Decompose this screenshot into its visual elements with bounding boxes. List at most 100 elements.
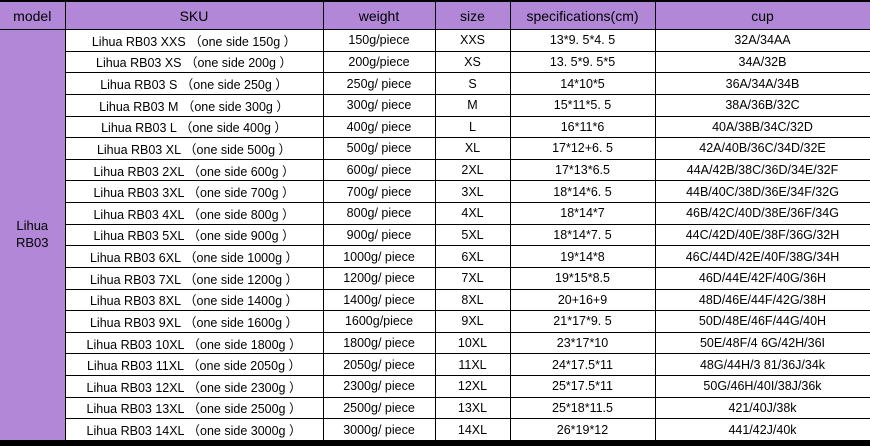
cell-size: 6XL xyxy=(434,245,511,268)
table-row: Lihua RB03 M （one side 300g ） 300g/ piece… xyxy=(0,93,870,117)
cell-sku: Lihua RB03 XXS （one side 150g ） xyxy=(64,29,324,52)
table-row: Lihua RB03 4XL （one side 800g ） 800g/ pie… xyxy=(0,202,870,225)
cell-size: 4XL xyxy=(434,202,511,225)
cell-weight: 250g/ piece xyxy=(322,72,436,95)
column-header-specifications: specifications(cm) xyxy=(509,0,656,30)
cell-spec: 25*18*11.5 xyxy=(509,396,656,420)
cell-spec: 13. 5*9. 5*5 xyxy=(509,50,656,74)
cell-cup: 34A/32B xyxy=(654,50,870,74)
cell-spec: 17*13*6.5 xyxy=(509,158,656,182)
cell-weight: 600g/ piece xyxy=(322,158,436,182)
cell-sku: Lihua RB03 XL （one side 500g ） xyxy=(64,137,324,160)
cell-sku: Lihua RB03 10XL （one side 1800g ） xyxy=(64,331,324,355)
cell-weight: 1800g/ piece xyxy=(322,331,436,355)
table-row: Lihua RB03 13XL （one side 2500g ） 2500g/ … xyxy=(0,396,870,420)
cell-cup: 44A/42B/38C/36D/34E/32F xyxy=(654,158,870,182)
cell-spec: 19*15*8.5 xyxy=(509,266,656,290)
model-name-line: Lihua xyxy=(16,218,49,234)
cell-cup: 44B/40C/38D/36E/34F/32G xyxy=(654,180,870,203)
header-row: model SKU weight size specifications(cm)… xyxy=(0,0,870,30)
cell-size: 5XL xyxy=(434,223,511,247)
table-row: Lihua RB03 XL （one side 500g ） 500g/ piec… xyxy=(0,137,870,160)
cell-cup: 50D/48E/46F/44G/40H xyxy=(654,310,870,333)
cell-spec: 19*14*8 xyxy=(509,245,656,268)
cell-weight: 2500g/ piece xyxy=(322,396,436,420)
cell-size: 11XL xyxy=(434,353,511,376)
cell-size: 3XL xyxy=(434,180,511,203)
cell-weight: 1400g/ piece xyxy=(322,288,436,312)
cell-cup: 46D/44E/42F/40G/36H xyxy=(654,266,870,290)
cell-weight: 2300g/ piece xyxy=(322,375,436,398)
cell-size: 7XL xyxy=(434,266,511,290)
column-header-weight: weight xyxy=(322,0,436,30)
cell-cup: 42A/40B/36C/34D/32E xyxy=(654,137,870,160)
cell-cup: 46C/44D/42E/40F/38G/34H xyxy=(654,245,870,268)
cell-size: XS xyxy=(434,50,511,74)
table-row: Lihua RB03 Lihua RB03 XXS （one side 150g ）… xyxy=(0,29,870,441)
column-header-size: size xyxy=(434,0,511,30)
cell-spec: 18*14*7. 5 xyxy=(509,223,656,247)
cell-weight: 150g/piece xyxy=(322,29,436,52)
cell-size: L xyxy=(434,115,511,139)
column-header-cup: cup xyxy=(654,0,870,30)
table-row: Lihua RB03 S （one side 250g ） 250g/ piece… xyxy=(0,72,870,95)
cell-spec: 18*14*6. 5 xyxy=(509,180,656,203)
cell-spec: 20+16+9 xyxy=(509,288,656,312)
table-row: Lihua RB03 11XL （one side 2050g ） 2050g/ … xyxy=(0,353,870,376)
table-row: Lihua RB03 6XL （one side 1000g ） 1000g/ p… xyxy=(0,245,870,268)
cell-sku: Lihua RB03 7XL （one side 1200g ） xyxy=(64,266,324,290)
cell-size: 12XL xyxy=(434,375,511,398)
cell-spec: 13*9. 5*4. 5 xyxy=(509,29,656,52)
cell-size: M xyxy=(434,93,511,117)
cell-sku: Lihua RB03 3XL （one side 700g ） xyxy=(64,180,324,203)
cell-spec: 16*11*6 xyxy=(509,115,656,139)
cell-weight: 300g/ piece xyxy=(322,93,436,117)
model-cell: Lihua RB03 xyxy=(0,29,66,441)
cell-cup: 46B/42C/40D/38E/36F/34G xyxy=(654,202,870,225)
table-row: Lihua RB03 8XL （one side 1400g ） 1400g/ p… xyxy=(0,288,870,312)
cell-cup: 441/42J/40k xyxy=(654,418,870,441)
cell-weight: 1000g/ piece xyxy=(322,245,436,268)
cell-spec: 18*14*7 xyxy=(509,202,656,225)
cell-cup: 40A/38B/34C/32D xyxy=(654,115,870,139)
cell-weight: 2050g/ piece xyxy=(322,353,436,376)
cell-size: 14XL xyxy=(434,418,511,441)
cell-spec: 14*10*5 xyxy=(509,72,656,95)
cell-sku: Lihua RB03 14XL （one side 3000g ） xyxy=(64,418,324,441)
table-row: Lihua RB03 7XL （one side 1200g ） 1200g/ p… xyxy=(0,266,870,290)
cell-spec: 15*11*5. 5 xyxy=(509,93,656,117)
column-header-model: model xyxy=(0,0,66,30)
cell-sku: Lihua RB03 M （one side 300g ） xyxy=(64,93,324,117)
cell-cup: 48D/46E/44F/42G/38H xyxy=(654,288,870,312)
cell-size: XL xyxy=(434,137,511,160)
cell-size: 10XL xyxy=(434,331,511,355)
cell-sku: Lihua RB03 8XL （one side 1400g ） xyxy=(64,288,324,312)
cell-weight: 200g/piece xyxy=(322,50,436,74)
cell-weight: 800g/ piece xyxy=(322,202,436,225)
cell-weight: 500g/ piece xyxy=(322,137,436,160)
cell-cup: 36A/34A/34B xyxy=(654,72,870,95)
table-row: Lihua RB03 L （one side 400g ） 400g/ piece… xyxy=(0,115,870,139)
cell-size: 8XL xyxy=(434,288,511,312)
cell-size: 2XL xyxy=(434,158,511,182)
cell-sku: Lihua RB03 XS （one side 200g ） xyxy=(64,50,324,74)
cell-cup: 421/40J/38k xyxy=(654,396,870,420)
cell-spec: 24*17.5*11 xyxy=(509,353,656,376)
cell-sku: Lihua RB03 5XL （one side 900g ） xyxy=(64,223,324,247)
table-row: Lihua RB03 3XL （one side 700g ） 700g/ pie… xyxy=(0,180,870,203)
cell-size: 13XL xyxy=(434,396,511,420)
cell-spec: 26*19*12 xyxy=(509,418,656,441)
cell-sku: Lihua RB03 2XL （one side 600g ） xyxy=(64,158,324,182)
cell-cup: 50E/48F/4 6G/42H/36I xyxy=(654,331,870,355)
cell-sku: Lihua RB03 S （one side 250g ） xyxy=(64,72,324,95)
cell-cup: 50G/46H/40I/38J/36k xyxy=(654,375,870,398)
cell-weight: 1200g/ piece xyxy=(322,266,436,290)
cell-cup: 48G/44H/3 81/36J/34k xyxy=(654,353,870,376)
cell-size: S xyxy=(434,72,511,95)
table-row: Lihua RB03 9XL （one side 1600g ） 1600g/pi… xyxy=(0,310,870,333)
cell-cup: 38A/36B/32C xyxy=(654,93,870,117)
table-body: Lihua RB03 Lihua RB03 XXS （one side 150g ）… xyxy=(0,29,870,441)
cell-cup: 32A/34AA xyxy=(654,29,870,52)
